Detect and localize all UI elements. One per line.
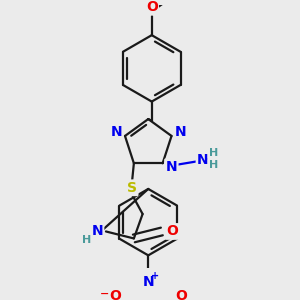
Text: N: N (197, 153, 208, 167)
Text: H: H (209, 160, 218, 170)
Text: N: N (174, 125, 186, 140)
Text: −: − (100, 289, 109, 299)
Text: O: O (167, 224, 178, 239)
Text: N: N (92, 224, 103, 239)
Text: +: + (151, 271, 159, 281)
Text: S: S (127, 181, 137, 195)
Text: O: O (176, 290, 188, 300)
Text: N: N (142, 274, 154, 289)
Text: O: O (146, 0, 158, 14)
Text: N: N (110, 125, 122, 140)
Text: H: H (82, 235, 91, 245)
Text: O: O (109, 290, 121, 300)
Text: H: H (209, 148, 218, 158)
Text: N: N (166, 160, 177, 174)
